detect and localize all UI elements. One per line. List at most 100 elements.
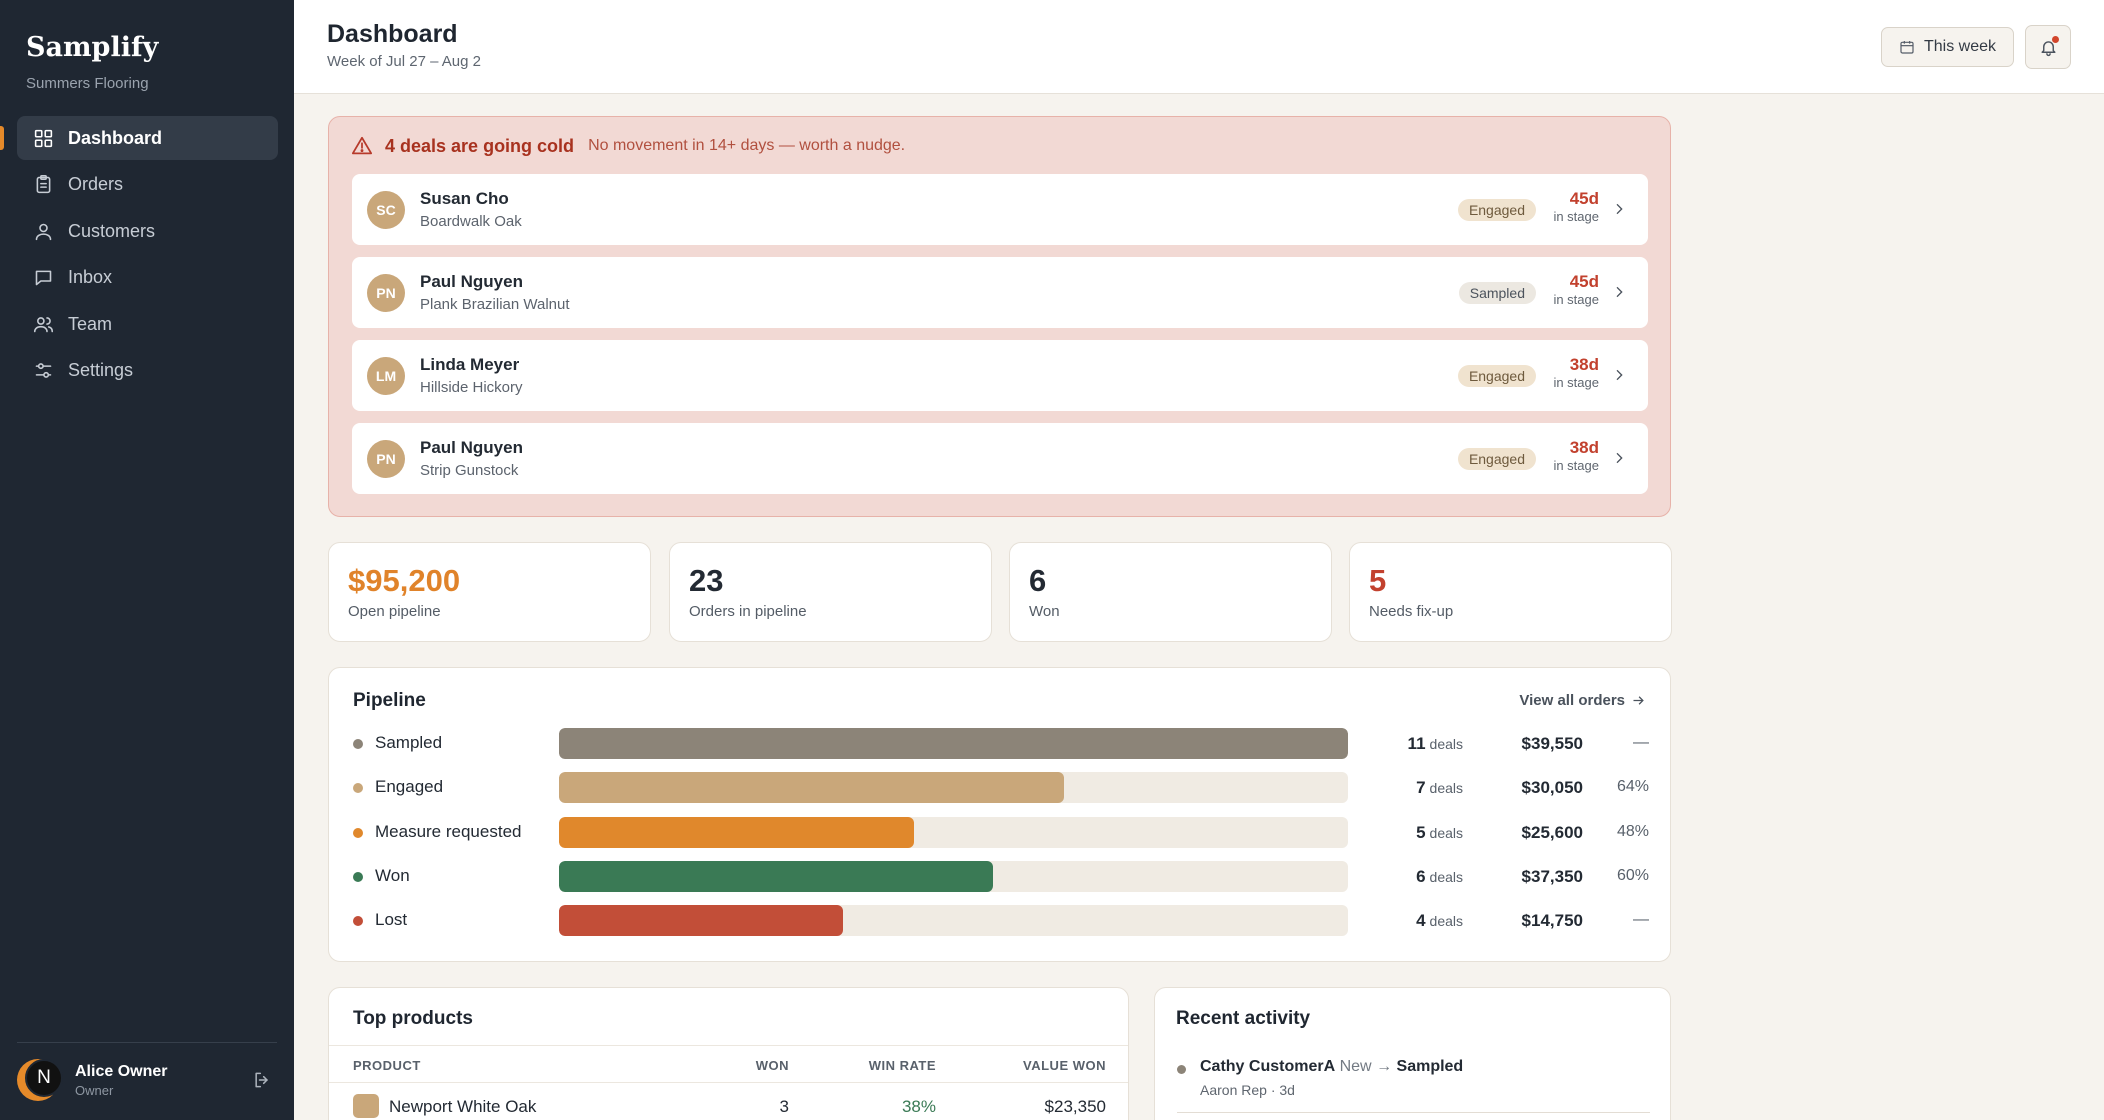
alert-description: No movement in 14+ days — worth a nudge. <box>588 137 906 154</box>
column-header-value-won: VALUE WON <box>1023 1058 1106 1073</box>
bell-icon <box>2040 40 2056 56</box>
sidebar-nav: Dashboard Orders Customers Inbox Team Se… <box>0 116 278 395</box>
message-icon <box>35 270 52 286</box>
pipeline-row-sampled[interactable]: Sampled 11 deals $39,550 — <box>353 728 1649 760</box>
column-header-win-rate: WIN RATE <box>868 1058 936 1073</box>
recent-activity-card: Recent activity Cathy CustomerA New → Sa… <box>1154 987 1671 1120</box>
notification-dot <box>2052 36 2059 43</box>
stage-badge: Sampled <box>1458 282 1536 304</box>
pipeline-row-engaged[interactable]: Engaged 7 deals $30,050 64% <box>353 772 1649 804</box>
days-in-stage: 45d <box>1569 272 1599 291</box>
sidebar-item-customers[interactable]: Customers <box>17 209 278 253</box>
page-subtitle: Week of Jul 27 – Aug 2 <box>327 53 481 70</box>
activity-item[interactable]: Cathy CustomerA New → Sampled Aaron Rep … <box>1177 1058 1650 1098</box>
sidebar-divider <box>17 1042 277 1043</box>
chevron-right-icon <box>1616 452 1623 464</box>
sidebar-item-team[interactable]: Team <box>17 302 278 346</box>
stage-bar <box>559 772 1064 804</box>
conversion-rate: 48% <box>1616 822 1649 840</box>
notifications-button[interactable] <box>2025 25 2071 69</box>
stat-label: Needs fix-up <box>1369 603 1454 620</box>
stage-bar-track <box>559 905 1348 937</box>
org-name: Summers Flooring <box>26 75 149 92</box>
deals-word: deals <box>1429 780 1463 797</box>
sidebar-item-label: Dashboard <box>68 127 163 148</box>
sidebar-item-label: Team <box>68 313 113 334</box>
avatar: PN <box>367 273 405 312</box>
clipboard-icon <box>36 174 51 194</box>
activity-from-stage: New <box>1339 1058 1372 1075</box>
logout-icon[interactable] <box>252 1070 272 1090</box>
cold-deal-row[interactable]: PN Paul Nguyen Plank Brazilian Walnut Sa… <box>352 257 1648 328</box>
sidebar-item-inbox[interactable]: Inbox <box>17 256 278 300</box>
deal-count-value: 4 <box>1416 911 1426 931</box>
stage-value: $14,750 <box>1521 911 1583 931</box>
stage-bar-track <box>559 772 1348 804</box>
date-range-button[interactable]: This week <box>1881 27 2014 67</box>
user-profile[interactable]: N Alice Owner Owner <box>17 1056 278 1104</box>
table-row[interactable]: Newport White Oak 3 38% $23,350 <box>329 1084 1128 1120</box>
cold-deal-row[interactable]: SC Susan Cho Boardwalk Oak Engaged 45d i… <box>352 174 1648 245</box>
customer-name: Susan Cho <box>420 189 509 208</box>
product-name: Hillside Hickory <box>420 379 523 396</box>
chevron-right-icon <box>1616 286 1623 298</box>
stage-label: Engaged <box>375 777 444 797</box>
in-stage-label: in stage <box>1553 375 1599 390</box>
stat-value: 23 <box>689 563 724 598</box>
pipeline-title: Pipeline <box>353 690 426 711</box>
stat-label: Won <box>1029 603 1060 620</box>
recent-activity-title: Recent activity <box>1176 1008 1311 1029</box>
activity-customer: Cathy CustomerA <box>1200 1058 1336 1075</box>
avatar-initial: N <box>25 1059 63 1097</box>
alert-title: 4 deals are going cold <box>385 135 575 156</box>
stat-label: Open pipeline <box>348 603 441 620</box>
pipeline-row-lost[interactable]: Lost 4 deals $14,750 — <box>353 905 1649 937</box>
sidebar-item-label: Orders <box>68 174 124 194</box>
divider <box>1177 1112 1650 1113</box>
sidebar-item-dashboard[interactable]: Dashboard <box>0 116 278 160</box>
avatar: LM <box>367 356 405 395</box>
date-range-label: This week <box>1923 38 1997 55</box>
deals-word: deals <box>1429 913 1463 930</box>
user-role: Owner <box>75 1082 114 1098</box>
product-name: Strip Gunstock <box>420 462 519 479</box>
top-products-title: Top products <box>353 1008 473 1029</box>
stage-value: $39,550 <box>1521 734 1583 753</box>
deal-count-value: 11 <box>1407 734 1426 753</box>
sidebar-item-settings[interactable]: Settings <box>17 349 278 393</box>
user-name: Alice Owner <box>75 1062 168 1080</box>
product-name: Newport White Oak <box>389 1097 537 1116</box>
stage-badge: Engaged <box>1457 365 1536 387</box>
chevron-right-icon <box>1616 203 1623 215</box>
activity-dot <box>1177 1065 1186 1074</box>
deals-word: deals <box>1429 824 1463 841</box>
sliders-icon <box>35 363 52 378</box>
sidebar-item-orders[interactable]: Orders <box>17 163 278 207</box>
pipeline-row-won[interactable]: Won 6 deals $37,350 60% <box>353 860 1649 893</box>
deal-count-value: 7 <box>1416 778 1426 798</box>
avatar: PN <box>367 439 405 478</box>
calendar-icon <box>1900 41 1914 54</box>
activity-meta: Aaron Rep · 3d <box>1200 1082 1295 1098</box>
stage-label: Lost <box>375 910 408 930</box>
sidebar-item-label: Settings <box>68 360 134 380</box>
cold-deal-row[interactable]: LM Linda Meyer Hillside Hickory Engaged … <box>352 340 1648 411</box>
stat-open-pipeline: $95,200 Open pipeline <box>328 542 651 642</box>
deal-count: 5 deals <box>1363 823 1463 843</box>
avatar: SC <box>367 190 405 229</box>
cold-deal-row[interactable]: PN Paul Nguyen Strip Gunstock Engaged 38… <box>352 423 1648 494</box>
pipeline-card: Pipeline View all orders Sampled 11 deals $… <box>328 667 1671 962</box>
view-all-orders-link[interactable]: View all orders <box>1519 692 1646 709</box>
column-header-won: WON <box>755 1058 789 1073</box>
in-stage-label: in stage <box>1553 292 1599 307</box>
stage-value: $37,350 <box>1521 866 1583 886</box>
stage-dot <box>353 916 363 927</box>
stat-orders-in-pipeline: 23 Orders in pipeline <box>669 542 992 642</box>
stage-bar-track <box>559 860 1348 892</box>
stage-bar-track <box>559 728 1348 759</box>
pipeline-row-measure-requested[interactable]: Measure requested 5 deals $25,600 48% <box>353 816 1649 849</box>
activity-to-stage: Sampled <box>1396 1058 1464 1075</box>
conversion-rate: — <box>1633 734 1649 751</box>
page-title: Dashboard <box>327 20 458 48</box>
deal-count-value: 6 <box>1416 866 1426 886</box>
